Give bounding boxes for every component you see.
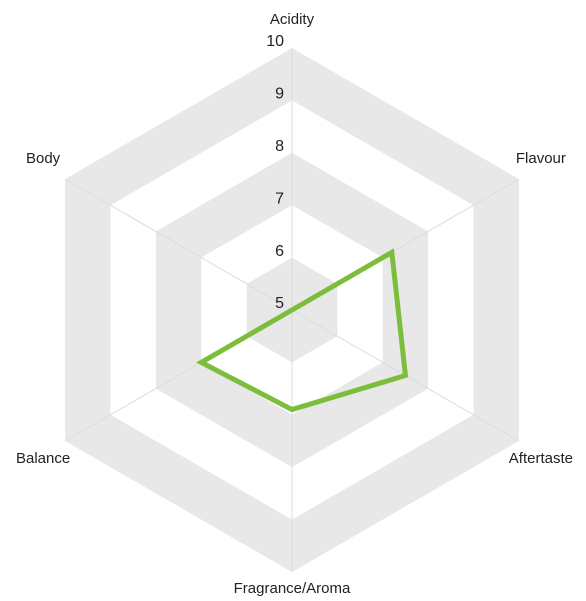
tick-label: 6 (275, 243, 284, 260)
series-line (196, 248, 409, 413)
axis-label: Balance (16, 450, 70, 467)
tick-label: 8 (275, 138, 284, 155)
axis-label: Flavour (516, 150, 566, 167)
tick-label: 7 (275, 190, 284, 207)
axis-label: Aftertaste (509, 450, 573, 467)
spoke (64, 178, 293, 311)
axis-label: Body (26, 150, 61, 167)
tick-label: 9 (275, 86, 284, 103)
tick-label: 10 (266, 33, 284, 50)
axis-label: Fragrance/Aroma (234, 580, 351, 597)
tick-label: 5 (275, 295, 284, 312)
axis-label: Acidity (270, 11, 315, 28)
